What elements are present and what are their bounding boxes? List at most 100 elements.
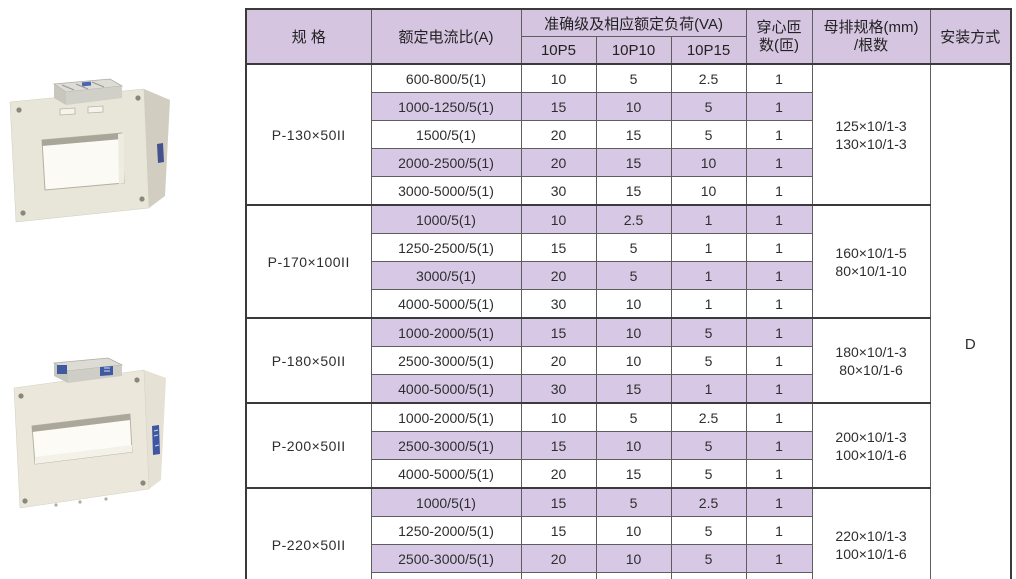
turns-cell: 1 xyxy=(745,374,813,404)
load-10p15-cell: 5 xyxy=(670,92,747,121)
load-10p10-cell: 10 xyxy=(595,431,672,460)
load-10p15-cell: 5 xyxy=(670,516,747,545)
load-10p15-cell: 1 xyxy=(670,261,747,290)
load-10p15-cell: 2.5 xyxy=(670,63,747,93)
turns-cell: 1 xyxy=(745,317,813,347)
load-10p15-cell: 2.5 xyxy=(670,487,747,517)
busbar-line: 100×10/1-6 xyxy=(835,446,907,463)
ratio-cell: 2500-3000/5(1) xyxy=(370,544,522,573)
turns-cell: 1 xyxy=(745,544,813,573)
busbar-cell: 180×10/1-3 80×10/1-6 xyxy=(811,317,931,404)
transformer-illustration-1 xyxy=(9,78,170,223)
busbar-cell: 125×10/1-3 130×10/1-3 xyxy=(811,63,931,206)
load-10p10-cell: 15 xyxy=(595,120,672,149)
load-10p15-cell: 5 xyxy=(670,544,747,573)
load-10p5-cell: 15 xyxy=(520,516,597,545)
load-10p10-cell: 5 xyxy=(595,261,672,290)
install-cell: D xyxy=(929,63,1012,579)
load-10p15-cell: 5 xyxy=(670,317,747,347)
turns-cell: 1 xyxy=(745,516,813,545)
current-transformer-photo-top xyxy=(4,76,186,238)
load-10p10-cell: 5 xyxy=(595,402,672,432)
load-10p5-cell: 30 xyxy=(520,374,597,404)
load-10p5-cell: 20 xyxy=(520,148,597,177)
table-row: 2500-3000/5(1) 15 10 5 1 xyxy=(246,431,1011,460)
col-header-spec: 规 格 xyxy=(245,8,372,65)
load-10p10-cell: 15 xyxy=(595,459,672,489)
col-header-turns: 穿心匝 数(匝) xyxy=(745,8,813,65)
load-10p15-cell: 1 xyxy=(670,204,747,234)
load-10p10-cell: 2.5 xyxy=(595,204,672,234)
table-row: 4000-5000/5(1) 30 10 1 1 xyxy=(246,289,1011,319)
load-10p15-cell: 5 xyxy=(670,459,747,489)
load-10p5-cell: 30 xyxy=(520,176,597,206)
turns-cell: 1 xyxy=(745,487,813,517)
ratio-cell: 4000-5000/5(1) xyxy=(370,459,522,489)
load-10p10-cell: 10 xyxy=(595,92,672,121)
col-header-10p15: 10P15 xyxy=(670,36,747,65)
spec-cell: P-180×50II xyxy=(245,317,372,404)
spec-cell: P-200×50II xyxy=(245,402,372,489)
load-10p10-cell: 10 xyxy=(595,346,672,375)
ratio-cell: 1000/5(1) xyxy=(370,204,522,234)
ratio-cell: 3000-5000/5(1) xyxy=(370,176,522,206)
table-row: 4000-5000/5(1) 30 15 1 1 xyxy=(246,374,1011,404)
load-10p15-cell: 1 xyxy=(670,289,747,319)
col-header-10p5: 10P5 xyxy=(520,36,597,65)
load-10p10-cell: 15 xyxy=(595,572,672,579)
header-row-1: 规 格 额定电流比(A) 准确级及相应额定负荷(VA) 穿心匝 数(匝) 母排规… xyxy=(245,8,1012,65)
col-header-ratio: 额定电流比(A) xyxy=(370,8,522,65)
ratio-cell: 2500-3000/5(1) xyxy=(370,431,522,460)
turns-cell: 1 xyxy=(745,204,813,234)
busbar-line: 220×10/1-3 xyxy=(835,527,907,544)
col-header-load-group: 准确级及相应额定负荷(VA) xyxy=(520,8,747,37)
current-transformer-photo-bottom xyxy=(8,356,186,518)
turns-cell: 1 xyxy=(745,459,813,489)
ratio-cell: 1000-2000/5(1) xyxy=(370,317,522,347)
load-10p5-cell: 10 xyxy=(520,402,597,432)
load-10p10-cell: 15 xyxy=(595,176,672,206)
turns-cell: 1 xyxy=(745,92,813,121)
busbar-line: 180×10/1-3 xyxy=(835,343,907,360)
ratio-cell: 4000-6300/5(1) xyxy=(370,572,522,579)
load-10p5-cell: 10 xyxy=(520,204,597,234)
load-10p5-cell: 15 xyxy=(520,92,597,121)
ratio-cell: 2000-2500/5(1) xyxy=(370,148,522,177)
table-row: 2500-3000/5(1) 20 10 5 1 xyxy=(246,544,1011,573)
turns-cell: 1 xyxy=(745,431,813,460)
turns-header-line2: 数(匝) xyxy=(759,36,800,54)
table-row: 1250-2500/5(1) 15 5 1 1 xyxy=(246,233,1011,262)
busbar-line: 160×10/1-5 xyxy=(835,244,907,261)
turns-cell: 1 xyxy=(745,402,813,432)
turns-cell: 1 xyxy=(745,63,813,93)
ratio-cell: 1250-2500/5(1) xyxy=(370,233,522,262)
load-10p10-cell: 15 xyxy=(595,374,672,404)
col-header-busbar: 母排规格(mm) /根数 xyxy=(811,8,931,65)
load-10p5-cell: 15 xyxy=(520,233,597,262)
turns-cell: 1 xyxy=(745,148,813,177)
ratio-cell: 1000/5(1) xyxy=(370,487,522,517)
load-10p15-cell: 2.5 xyxy=(670,402,747,432)
load-10p15-cell: 10 xyxy=(670,148,747,177)
busbar-line: 130×10/1-3 xyxy=(835,135,907,152)
load-10p10-cell: 10 xyxy=(595,544,672,573)
spec-table-container: 规 格 额定电流比(A) 准确级及相应额定负荷(VA) 穿心匝 数(匝) 母排规… xyxy=(245,8,1013,579)
spec-table: 规 格 额定电流比(A) 准确级及相应额定负荷(VA) 穿心匝 数(匝) 母排规… xyxy=(245,8,1013,579)
load-10p10-cell: 5 xyxy=(595,63,672,93)
turns-cell: 1 xyxy=(745,261,813,290)
table-row: 4000-5000/5(1) 20 15 5 1 xyxy=(246,459,1011,489)
load-10p10-cell: 10 xyxy=(595,289,672,319)
ratio-cell: 2500-3000/5(1) xyxy=(370,346,522,375)
busbar-line: 80×10/1-6 xyxy=(839,361,903,378)
load-10p5-cell: 15 xyxy=(520,317,597,347)
load-10p5-cell: 20 xyxy=(520,120,597,149)
load-10p15-cell: 10 xyxy=(670,176,747,206)
table-row: P-200×50II 1000-2000/5(1) 10 5 2.5 1 200… xyxy=(245,402,1011,489)
busbar-line: 200×10/1-3 xyxy=(835,428,907,445)
load-10p10-cell: 5 xyxy=(595,233,672,262)
load-10p15-cell: 5 xyxy=(670,431,747,460)
busbar-line: 80×10/1-10 xyxy=(835,262,907,279)
table-row: 3000-5000/5(1) 30 15 10 1 xyxy=(246,176,1011,206)
spec-cell: P-130×50II xyxy=(245,63,372,206)
busbar-cell: 220×10/1-3 100×10/1-6 xyxy=(811,487,931,579)
